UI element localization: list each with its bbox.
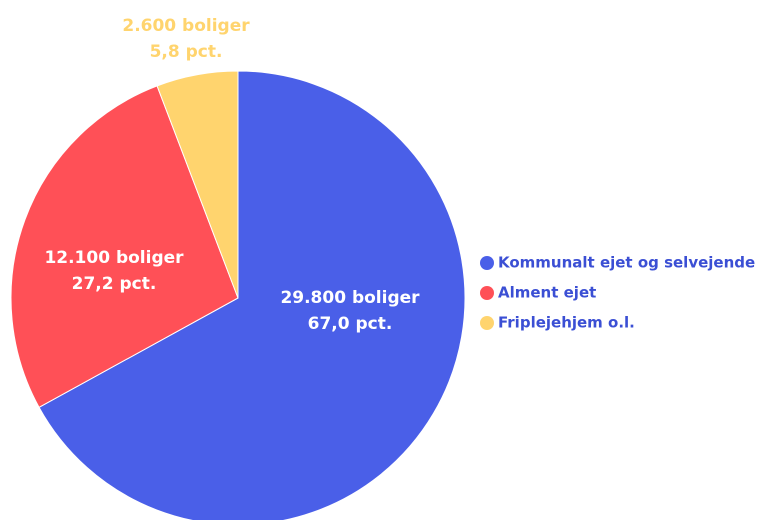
legend-marker [480, 286, 494, 300]
slice-count-label: 2.600 boliger [122, 16, 250, 36]
legend-label: Kommunalt ejet og selvejende [498, 254, 755, 272]
legend-label: Friplejehjem o.l. [498, 314, 635, 332]
legend-label: Alment ejet [498, 284, 596, 302]
pie-slice [156, 70, 239, 299]
slice-count-label: 29.800 boliger [280, 288, 420, 308]
slice-value-label: 5,8 pct. [150, 42, 223, 62]
pie-slice [38, 70, 466, 520]
legend-marker [480, 256, 494, 270]
pie-slice [10, 85, 239, 409]
slice-value-label: 67,0 pct. [308, 314, 393, 334]
slice-value-label: 27,2 pct. [72, 274, 157, 294]
slice-count-label: 12.100 boliger [44, 248, 184, 268]
legend-marker [480, 316, 494, 330]
